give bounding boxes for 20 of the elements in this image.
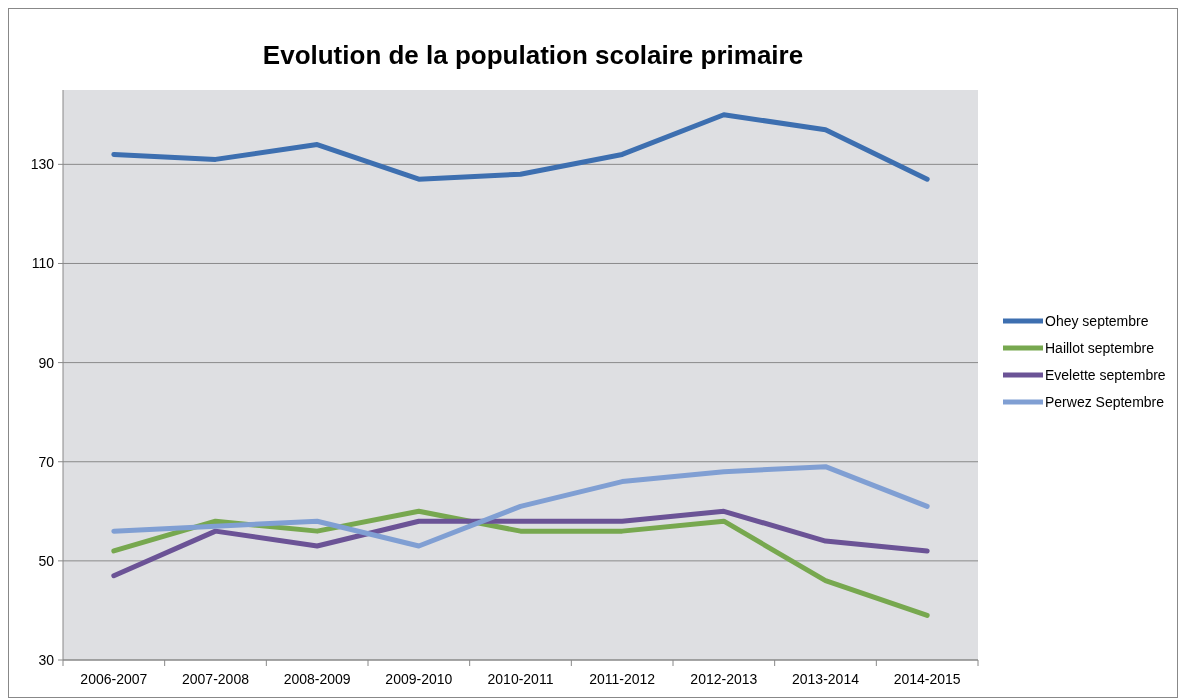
legend-label: Haillot septembre (1045, 340, 1155, 356)
legend-label: Ohey septembre (1045, 313, 1149, 329)
x-tick-label: 2006-2007 (80, 671, 148, 687)
x-tick-label: 2009-2010 (385, 671, 453, 687)
legend-label: Evelette septembre (1045, 367, 1166, 383)
chart-title: Evolution de la population scolaire primaire (262, 40, 804, 70)
x-tick-label: 2011-2012 (589, 671, 656, 687)
x-tick-label: 2013-2014 (792, 671, 860, 687)
x-tick-label: 2014-2015 (893, 671, 961, 687)
x-tick-label: 2010-2011 (487, 671, 554, 687)
y-tick-label: 90 (38, 354, 55, 371)
legend-label: Perwez Septembre (1045, 394, 1165, 410)
y-tick-label: 130 (30, 156, 55, 173)
y-tick-label: 50 (38, 552, 55, 569)
x-tick-label: 2012-2013 (690, 671, 758, 687)
y-tick-label: 70 (38, 453, 55, 470)
x-tick-label: 2007-2008 (182, 671, 250, 687)
x-tick-label: 2008-2009 (283, 671, 351, 687)
y-tick-label: 110 (31, 255, 55, 272)
y-tick-label: 30 (38, 652, 55, 668)
